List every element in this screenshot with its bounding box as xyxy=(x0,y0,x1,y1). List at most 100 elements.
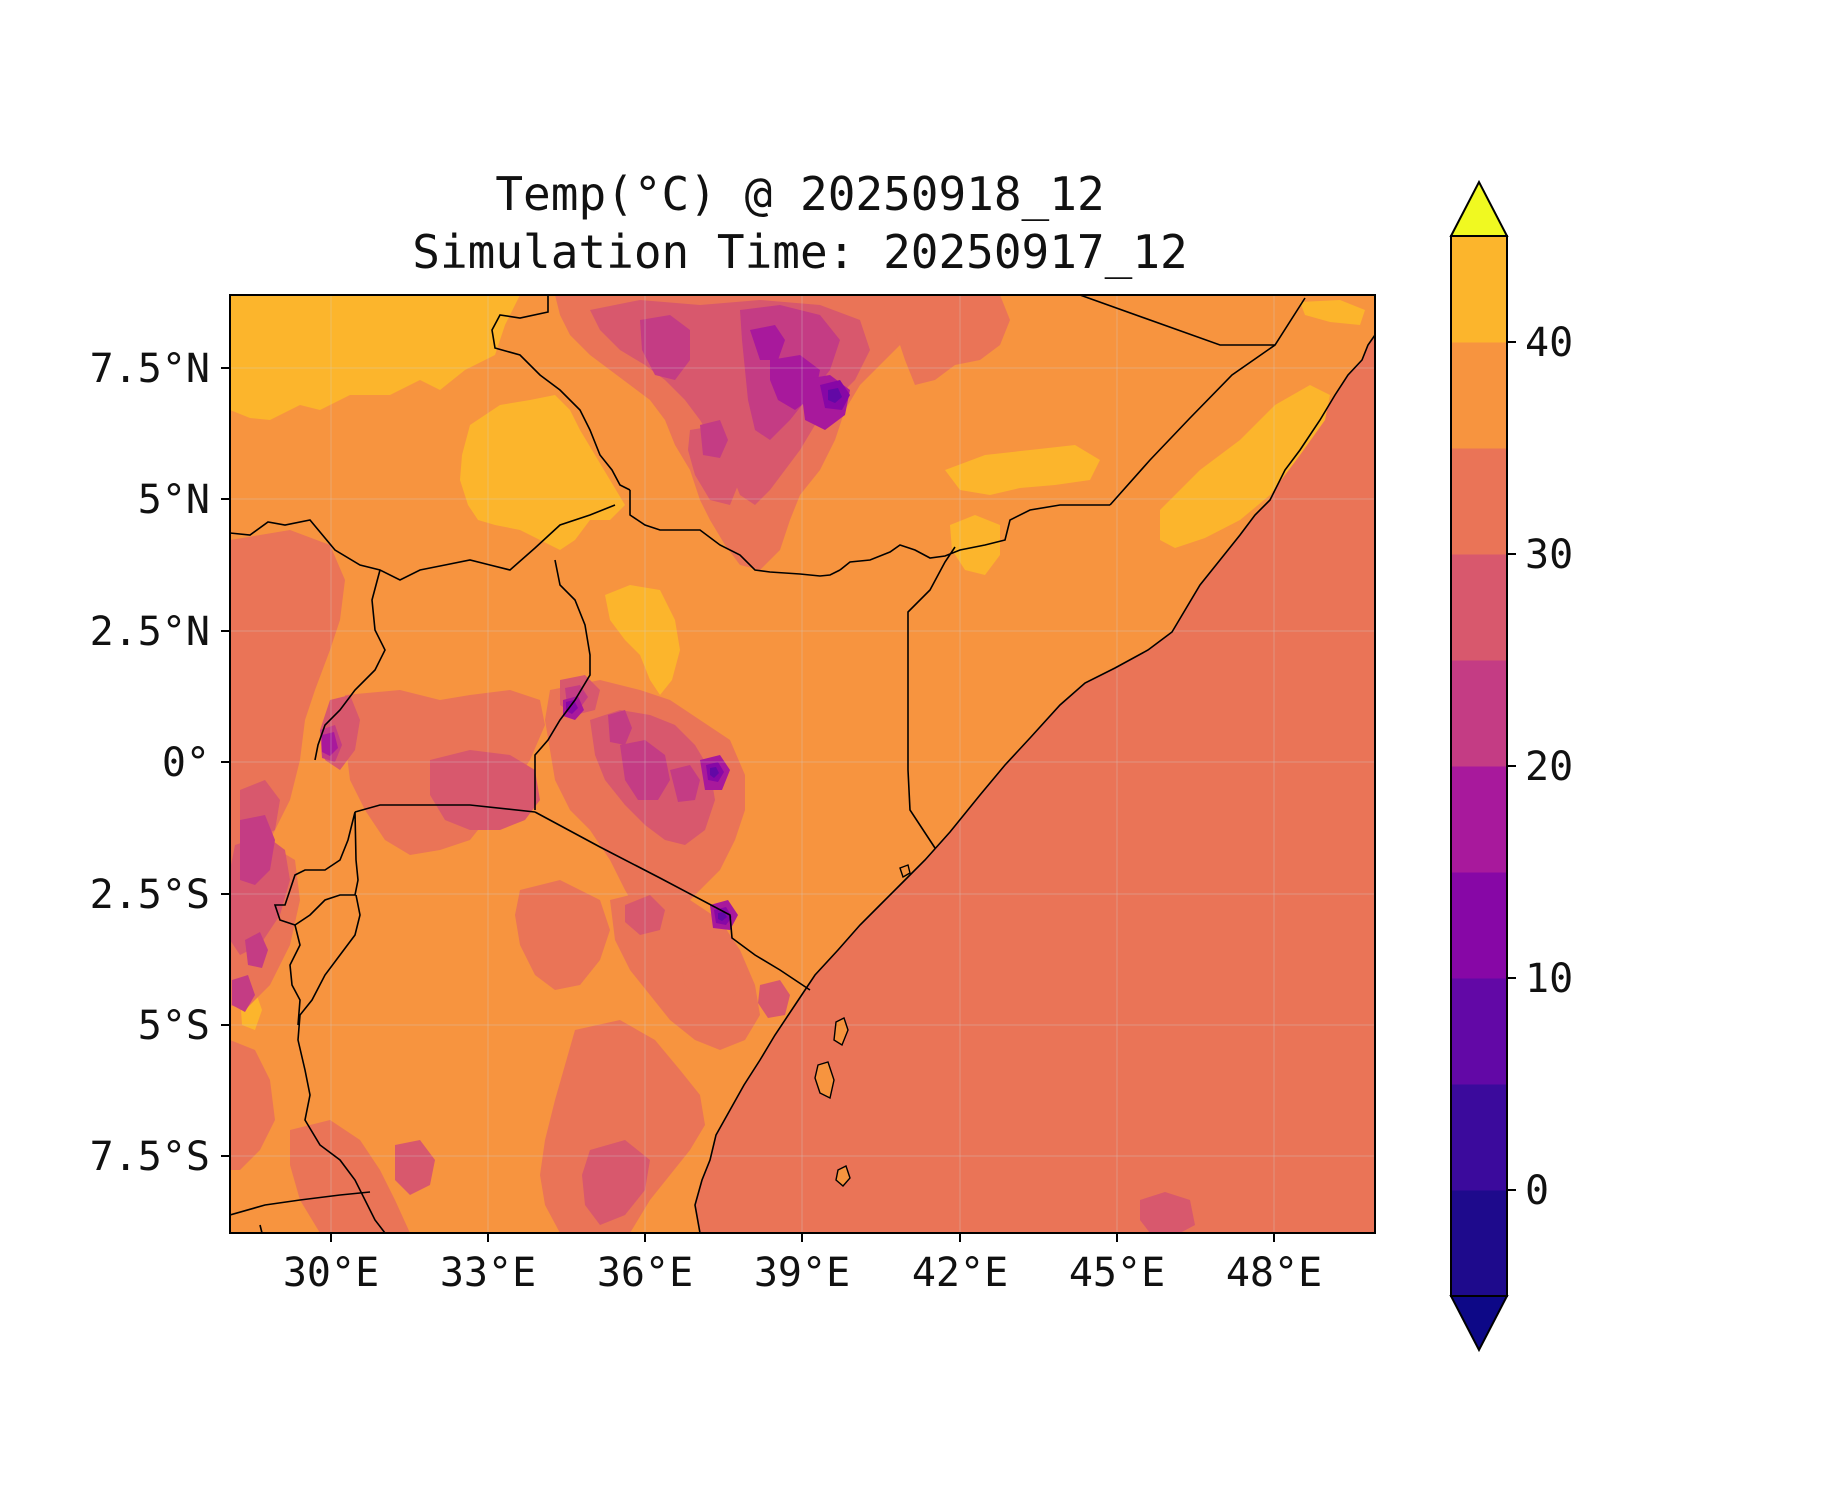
border-burundi-tanzania xyxy=(289,924,301,1026)
colorbar-band xyxy=(1451,766,1507,873)
zone-ethiopia-east xyxy=(880,295,1010,385)
zone-ogaden-hot xyxy=(945,445,1100,495)
border-zambia-south xyxy=(259,1224,263,1233)
colorbar-band xyxy=(1451,978,1507,1085)
zone-southsudan-hot xyxy=(460,395,625,550)
y-tick-label: 7.5°N xyxy=(90,346,210,392)
map-area xyxy=(230,295,1375,1233)
land-mass xyxy=(230,295,1375,1233)
zone-mau xyxy=(670,765,700,802)
zone-tanzania-highland-2 xyxy=(1140,1192,1195,1233)
zone-somalia-tip-hot xyxy=(1300,300,1365,325)
zone-ethiopia-plateau-2 xyxy=(640,315,690,380)
border-ethiopia-somaliland xyxy=(1079,295,1275,346)
zone-tanzania-south xyxy=(290,1120,410,1233)
x-tick-marks xyxy=(330,1233,1275,1242)
x-tick-label: 30°E xyxy=(283,1250,379,1296)
border-zambia-tanzania xyxy=(230,1191,371,1216)
zone-burundi-cool xyxy=(232,975,255,1012)
x-tick-label: 45°E xyxy=(1069,1250,1165,1296)
zone-tanzania-west-cool xyxy=(395,1140,435,1195)
colorbar-ticks: 0 10 20 30 40 xyxy=(1507,320,1573,1214)
zanzibar-island xyxy=(814,1061,835,1100)
colorbar-band xyxy=(1451,1190,1507,1297)
border-kenya-tanzania xyxy=(534,811,811,991)
zone-border-hot xyxy=(950,515,1000,575)
zone-mount-kenya-summit xyxy=(710,767,719,778)
colorbar-band xyxy=(1451,342,1507,449)
zone-tanzania-highland-1 xyxy=(582,1140,650,1225)
x-axis: 30°E 33°E 36°E 39°E 42°E 45°E 48°E xyxy=(283,1233,1322,1296)
lamu-island xyxy=(899,864,911,879)
zone-ethiopia-southwest xyxy=(688,425,740,505)
colorbar-extend-high xyxy=(1449,179,1509,237)
zone-tanzania-center xyxy=(540,1020,705,1233)
zone-usambara xyxy=(758,980,790,1018)
zone-meru-area xyxy=(625,895,665,935)
hot-zones xyxy=(230,295,1365,1030)
x-tick-label: 39°E xyxy=(754,1250,850,1296)
x-tick-label: 33°E xyxy=(440,1250,536,1296)
border-southsudan-uganda xyxy=(230,504,616,581)
colorbar-band xyxy=(1451,236,1507,343)
y-tick-label: 7.5°S xyxy=(90,1134,210,1180)
zone-somaliland-hot xyxy=(1160,385,1330,548)
zone-elgon-peak xyxy=(566,700,578,714)
y-tick-label: 5°S xyxy=(138,1003,210,1049)
border-sudan-ethiopia xyxy=(491,295,631,491)
colorbar-band xyxy=(1451,554,1507,661)
border-ethiopia-kenya xyxy=(839,504,1110,571)
colorbar-band xyxy=(1451,1084,1507,1191)
grid-lines xyxy=(230,295,1375,1233)
zone-gurage xyxy=(700,420,728,458)
pemba-island xyxy=(833,1017,849,1047)
colorbar-bands xyxy=(1451,236,1507,1297)
border-southsudan-ethiopia xyxy=(629,490,841,577)
y-tick-label: 2.5°N xyxy=(90,609,210,655)
border-kenya-somalia xyxy=(907,546,956,849)
zone-kenya-north-hot xyxy=(605,585,680,695)
x-tick-label: 36°E xyxy=(597,1250,693,1296)
peak-zones xyxy=(566,380,850,925)
colorbar-band xyxy=(1451,872,1507,979)
border-drc-uganda xyxy=(314,569,386,761)
country-borders xyxy=(230,295,1306,1233)
zone-rift-western xyxy=(240,815,275,885)
border-uganda-tanzania xyxy=(354,804,536,813)
zone-kenya-cool-strip xyxy=(608,710,632,745)
colorbar-extend-low xyxy=(1449,1295,1509,1353)
y-tick-label: 5°N xyxy=(138,477,210,523)
colorbar-band xyxy=(1451,660,1507,767)
y-tick-marks xyxy=(221,367,230,1157)
zone-aberdare xyxy=(620,740,670,800)
zone-choke xyxy=(750,325,785,360)
y-axis: 7.5°N 5°N 2.5°N 0° 2.5°S 5°S 7.5°S xyxy=(90,346,230,1180)
plot-subtitle: Simulation Time: 20250917_12 xyxy=(412,225,1188,279)
colorbar-tick-label: 20 xyxy=(1525,744,1573,790)
border-uganda-kenya xyxy=(534,559,591,810)
border-tanganyika xyxy=(297,894,386,1233)
islands xyxy=(814,864,911,1187)
x-tick-label: 42°E xyxy=(912,1250,1008,1296)
y-tick-label: 2.5°S xyxy=(90,872,210,918)
plot-title: Temp(°C) @ 20250918_12 xyxy=(495,167,1105,221)
zone-tanzania-north xyxy=(515,880,610,990)
x-tick-label: 48°E xyxy=(1226,1250,1322,1296)
zone-ras-dashen-summit xyxy=(828,388,842,403)
zone-kivu-cool xyxy=(245,932,268,968)
zone-tanzania-west xyxy=(230,1040,275,1170)
zone-northwest-hot xyxy=(230,295,520,420)
colorbar-band xyxy=(1451,448,1507,555)
border-rwanda-burundi xyxy=(273,811,359,926)
zone-ruwenzori-ring xyxy=(322,732,338,756)
zone-kilimanjaro-area xyxy=(680,950,740,1005)
y-tick-label: 0° xyxy=(162,740,210,786)
colorbar-tick-label: 10 xyxy=(1525,956,1573,1002)
colorbar-tick-label: 0 xyxy=(1525,1168,1549,1214)
colorbar-tick-label: 40 xyxy=(1525,320,1573,366)
zone-kilimanjaro-summit xyxy=(718,912,727,921)
border-ethiopia-somalia xyxy=(1109,297,1306,506)
colorbar-tick-label: 30 xyxy=(1525,532,1573,578)
